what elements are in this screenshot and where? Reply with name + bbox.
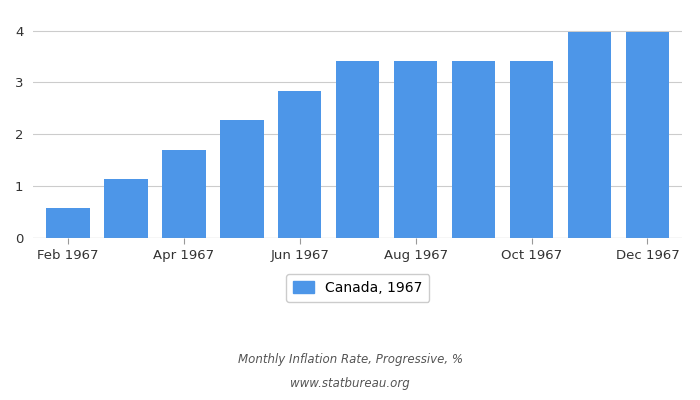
Bar	[162, 150, 206, 238]
Bar	[220, 120, 263, 238]
Text: Monthly Inflation Rate, Progressive, %: Monthly Inflation Rate, Progressive, %	[237, 354, 463, 366]
Bar	[104, 179, 148, 238]
Bar	[278, 91, 321, 238]
Bar	[510, 61, 553, 238]
Bar	[394, 61, 438, 238]
Text: www.statbureau.org: www.statbureau.org	[290, 378, 410, 390]
Bar	[46, 208, 90, 238]
Bar	[336, 61, 379, 238]
Bar	[568, 32, 611, 238]
Bar	[626, 32, 669, 238]
Legend: Canada, 1967: Canada, 1967	[286, 274, 429, 302]
Bar	[452, 61, 496, 238]
